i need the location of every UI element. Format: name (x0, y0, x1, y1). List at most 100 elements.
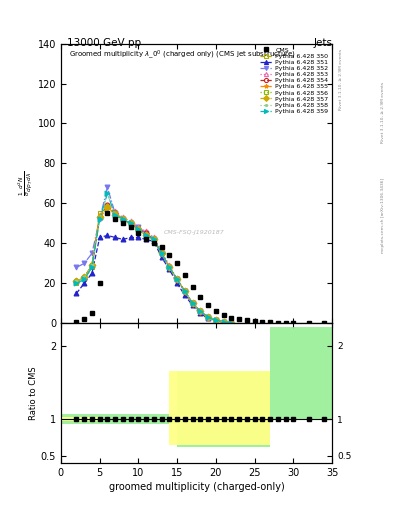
Pythia 6.428 352 (198, 308, 203, 314)
Pythia 6.428 355 (206, 314, 211, 321)
Pythia 6.428 350 (182, 288, 187, 294)
Pythia 6.428 353 (152, 234, 156, 241)
Y-axis label: $\frac{1}{\sigma}\frac{d^2N}{dp_T\,d\lambda}$: $\frac{1}{\sigma}\frac{d^2N}{dp_T\,d\lam… (17, 171, 35, 196)
Pythia 6.428 356 (90, 262, 94, 268)
Pythia 6.428 351 (159, 254, 164, 261)
Pythia 6.428 351 (206, 315, 211, 322)
Pythia 6.428 351 (121, 237, 125, 243)
Pythia 6.428 354 (113, 210, 118, 217)
Pythia 6.428 358 (128, 220, 133, 226)
Pythia 6.428 352 (206, 314, 211, 321)
Pythia 6.428 359 (206, 314, 211, 321)
Pythia 6.428 355 (82, 274, 86, 281)
CMS (206, 303, 211, 309)
Pythia 6.428 351 (128, 234, 133, 241)
Pythia 6.428 351 (190, 303, 195, 309)
Pythia 6.428 351 (144, 237, 149, 243)
Pythia 6.428 355 (152, 239, 156, 245)
Pythia 6.428 358 (229, 319, 234, 326)
Pythia 6.428 358 (113, 212, 118, 219)
Pythia 6.428 351 (198, 310, 203, 316)
Pythia 6.428 354 (90, 262, 94, 268)
CMS (291, 320, 296, 326)
Pythia 6.428 353 (159, 248, 164, 254)
Pythia 6.428 355 (128, 220, 133, 226)
Text: Jets: Jets (313, 38, 332, 49)
Pythia 6.428 355 (121, 217, 125, 223)
CMS (260, 319, 265, 325)
Pythia 6.428 352 (136, 224, 141, 230)
Pythia 6.428 351 (90, 270, 94, 276)
Pythia 6.428 352 (175, 276, 180, 283)
Pythia 6.428 354 (152, 237, 156, 243)
Pythia 6.428 352 (152, 237, 156, 243)
Pythia 6.428 353 (136, 224, 141, 230)
CMS (275, 319, 280, 326)
Pythia 6.428 350 (198, 308, 203, 314)
Pythia 6.428 354 (97, 215, 102, 221)
CMS (307, 320, 311, 326)
Pythia 6.428 352 (213, 317, 218, 324)
Pythia 6.428 352 (167, 264, 172, 270)
Line: Pythia 6.428 358: Pythia 6.428 358 (74, 191, 234, 325)
Pythia 6.428 353 (221, 319, 226, 325)
Pythia 6.428 359 (198, 308, 203, 314)
CMS (268, 319, 272, 326)
CMS (144, 237, 149, 243)
Pythia 6.428 354 (136, 226, 141, 232)
Pythia 6.428 354 (82, 274, 86, 281)
Pythia 6.428 357 (144, 232, 149, 239)
CMS (252, 318, 257, 325)
Pythia 6.428 358 (159, 250, 164, 257)
Pythia 6.428 351 (213, 318, 218, 324)
Pythia 6.428 350 (121, 217, 125, 223)
CMS (167, 252, 172, 259)
Pythia 6.428 350 (144, 230, 149, 237)
Pythia 6.428 353 (105, 202, 110, 208)
Pythia 6.428 359 (128, 220, 133, 226)
CMS (121, 220, 125, 226)
Pythia 6.428 353 (182, 288, 187, 294)
CMS (198, 294, 203, 301)
Pythia 6.428 356 (136, 226, 141, 232)
Pythia 6.428 358 (144, 232, 149, 239)
Pythia 6.428 359 (97, 217, 102, 223)
Pythia 6.428 359 (82, 276, 86, 283)
Pythia 6.428 354 (105, 202, 110, 208)
Pythia 6.428 352 (229, 319, 234, 326)
Pythia 6.428 352 (82, 261, 86, 267)
Pythia 6.428 350 (90, 264, 94, 270)
Pythia 6.428 359 (113, 212, 118, 219)
Pythia 6.428 354 (121, 217, 125, 223)
Pythia 6.428 353 (206, 314, 211, 321)
CMS (159, 244, 164, 250)
Text: CMS-FSQ-J1920187: CMS-FSQ-J1920187 (164, 230, 225, 235)
Pythia 6.428 356 (105, 204, 110, 210)
Pythia 6.428 359 (182, 288, 187, 294)
Pythia 6.428 359 (229, 319, 234, 326)
Pythia 6.428 357 (97, 215, 102, 221)
Pythia 6.428 354 (206, 314, 211, 321)
Pythia 6.428 351 (182, 292, 187, 298)
Line: Pythia 6.428 355: Pythia 6.428 355 (74, 205, 234, 325)
Text: Groomed multiplicity $\lambda\_0^0$ (charged only) (CMS jet substructure): Groomed multiplicity $\lambda\_0^0$ (cha… (69, 48, 296, 60)
Pythia 6.428 356 (221, 319, 226, 325)
CMS (90, 310, 94, 316)
CMS (221, 312, 226, 318)
Pythia 6.428 357 (136, 226, 141, 232)
Line: CMS: CMS (74, 211, 327, 326)
Line: Pythia 6.428 356: Pythia 6.428 356 (74, 205, 234, 325)
Pythia 6.428 353 (213, 317, 218, 324)
Pythia 6.428 355 (213, 317, 218, 324)
Pythia 6.428 352 (105, 184, 110, 190)
Pythia 6.428 355 (144, 232, 149, 239)
Pythia 6.428 359 (221, 319, 226, 325)
Line: Pythia 6.428 350: Pythia 6.428 350 (74, 205, 234, 325)
Pythia 6.428 351 (167, 266, 172, 272)
Pythia 6.428 358 (90, 262, 94, 268)
Pythia 6.428 352 (190, 301, 195, 307)
Pythia 6.428 350 (206, 314, 211, 321)
Pythia 6.428 354 (144, 230, 149, 237)
Pythia 6.428 358 (221, 319, 226, 325)
Pythia 6.428 359 (167, 264, 172, 270)
